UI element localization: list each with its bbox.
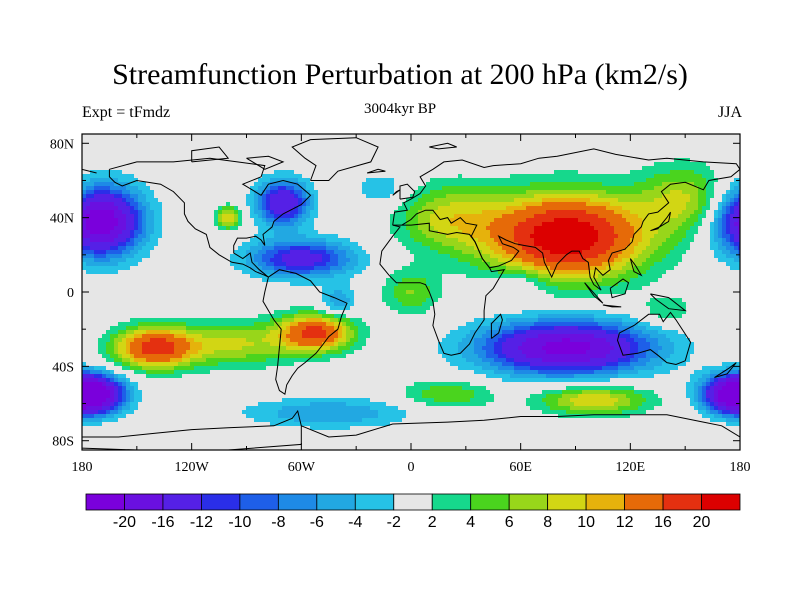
lon-label: 120E bbox=[616, 460, 646, 475]
coastline bbox=[392, 189, 401, 196]
coastline bbox=[650, 211, 671, 232]
coastline bbox=[399, 183, 416, 200]
coastline bbox=[108, 157, 312, 278]
colorbar-swatch bbox=[162, 493, 202, 511]
lat-label: 80S bbox=[52, 435, 74, 450]
coastline bbox=[616, 311, 692, 366]
colorbar-swatch bbox=[508, 493, 549, 511]
lon-label: 180 bbox=[72, 460, 93, 475]
colorbar-label: 4 bbox=[466, 514, 475, 531]
coastline bbox=[262, 269, 348, 396]
lon-label: 60E bbox=[509, 460, 532, 475]
colorbar-label: -10 bbox=[228, 514, 251, 531]
colorbar-swatch bbox=[201, 493, 241, 511]
coastline bbox=[490, 313, 503, 339]
coastline bbox=[82, 168, 97, 174]
experiment-label: Expt = tFmdz bbox=[82, 104, 171, 121]
lat-label: 40N bbox=[50, 212, 74, 227]
colorbar-label: -8 bbox=[271, 514, 285, 531]
colorbar-swatch bbox=[85, 493, 125, 511]
colorbar-label: -20 bbox=[113, 514, 136, 531]
colorbar bbox=[85, 493, 741, 511]
colorbar-label: 10 bbox=[577, 514, 595, 531]
coastline bbox=[379, 222, 506, 356]
colorbar-label: 6 bbox=[505, 514, 514, 531]
coastline bbox=[609, 278, 630, 299]
colorbar-label: -6 bbox=[310, 514, 324, 531]
colorbar-swatch bbox=[547, 493, 587, 511]
coastline bbox=[366, 168, 386, 174]
colorbar-label: -12 bbox=[190, 514, 213, 531]
colorbar-label: 16 bbox=[654, 514, 672, 531]
colorbar-swatch bbox=[470, 493, 510, 511]
coastline bbox=[650, 293, 687, 312]
colorbar-label: 20 bbox=[693, 514, 711, 531]
coastline bbox=[246, 155, 285, 170]
colorbar-label: -16 bbox=[151, 514, 174, 531]
colorbar-swatch bbox=[431, 493, 472, 511]
coastline bbox=[629, 258, 643, 277]
coastline bbox=[392, 148, 740, 226]
colorbar-swatch bbox=[277, 493, 318, 511]
colorbar-label: -2 bbox=[387, 514, 401, 531]
lon-label: 180 bbox=[730, 460, 751, 475]
coastline bbox=[602, 304, 622, 308]
coastline bbox=[714, 362, 737, 378]
coastline bbox=[191, 146, 230, 163]
colorbar-swatch bbox=[124, 493, 164, 511]
coastline bbox=[392, 168, 740, 291]
colorbar-swatch bbox=[701, 493, 741, 511]
colorbar-label: 12 bbox=[616, 514, 634, 531]
lon-label: 60W bbox=[288, 460, 316, 475]
colorbar-swatch bbox=[316, 493, 356, 511]
colorbar-swatch bbox=[585, 493, 625, 511]
colorbar-swatch bbox=[624, 493, 664, 511]
plot-title: Streamfunction Perturbation at 200 hPa (… bbox=[112, 58, 688, 91]
colorbar-swatch bbox=[354, 493, 395, 511]
colorbar-label: 2 bbox=[428, 514, 437, 531]
colorbar-label: 8 bbox=[543, 514, 552, 531]
coastline bbox=[82, 409, 302, 450]
colorbar-swatch bbox=[393, 493, 433, 511]
lon-label: 120W bbox=[175, 460, 210, 475]
coastline bbox=[429, 142, 457, 150]
lat-label: 40S bbox=[52, 360, 74, 375]
lon-label: 0 bbox=[408, 460, 415, 475]
lat-label: 80N bbox=[50, 137, 74, 152]
time-label: 3004kyr BP bbox=[363, 101, 437, 117]
coastline bbox=[584, 282, 604, 304]
colorbar-label: -4 bbox=[348, 514, 362, 531]
lat-label: 0 bbox=[67, 286, 74, 301]
colorbar-swatch bbox=[239, 493, 279, 511]
colorbar-swatch bbox=[662, 493, 702, 511]
season-label: JJA bbox=[717, 104, 742, 121]
coastline bbox=[301, 414, 740, 438]
